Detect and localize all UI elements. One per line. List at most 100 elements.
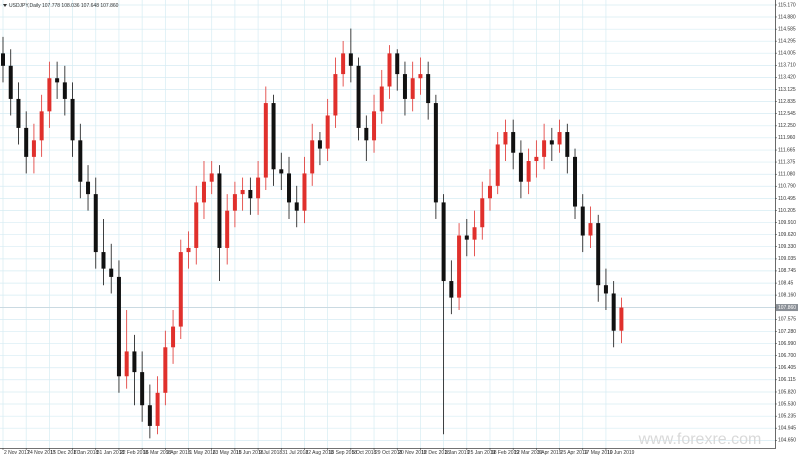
candle-body	[364, 127, 369, 141]
candle-body	[511, 132, 516, 153]
x-tick-label: 31 Jul 2018	[282, 450, 308, 456]
candle-body	[379, 86, 384, 112]
candle-body	[611, 293, 616, 331]
candle-body	[124, 351, 129, 377]
candle-body	[217, 173, 222, 248]
candle-body	[1, 53, 5, 66]
candle-body	[580, 206, 585, 236]
price-tag	[776, 304, 798, 312]
candle-body	[155, 392, 160, 426]
candle-body	[163, 347, 168, 393]
candle-body	[310, 140, 315, 174]
y-tick-label: 108.160	[778, 292, 796, 298]
x-tick-label: 13 Sep 2018	[329, 450, 358, 456]
candle-body	[372, 111, 377, 141]
candle-body	[356, 65, 361, 128]
x-tick-label: 18 Feb 2019	[491, 450, 519, 456]
x-tick-label: 9 Apr 2018	[166, 450, 190, 456]
y-tick-label: 112.250	[778, 123, 796, 129]
x-tick-label: 5 Oct 2018	[352, 450, 377, 456]
candle-body	[263, 103, 268, 178]
candle-body	[542, 140, 547, 157]
candle-body	[596, 223, 601, 286]
candle-body	[495, 144, 500, 186]
candle-body	[565, 132, 570, 157]
x-axis-strip	[0, 448, 776, 457]
x-tick-label: 3 Jan 2019	[445, 450, 470, 456]
x-tick-label: 12 Dec 2018	[421, 450, 450, 456]
candle-body	[348, 53, 353, 66]
x-tick-label: 24 Nov 2017	[27, 450, 56, 456]
candle-body	[70, 98, 75, 141]
x-tick-label: 17 May 2019	[584, 450, 613, 456]
x-tick-label: 10 Jun 2019	[607, 450, 635, 456]
candle-body	[271, 103, 276, 170]
y-tick-label: 105.235	[778, 414, 796, 420]
y-tick-label: 109.620	[778, 232, 796, 238]
y-tick-label: 112.545	[778, 111, 796, 117]
y-tick-label: 114.585	[778, 27, 796, 33]
candle-body	[232, 194, 237, 211]
candle-body	[101, 252, 106, 269]
candle-body	[418, 74, 423, 79]
candle-body	[86, 181, 91, 195]
y-tick-label: 113.420	[778, 75, 796, 81]
candle-body	[387, 53, 392, 87]
candle-body	[526, 161, 531, 182]
watermark: www.forexre.com	[638, 431, 762, 448]
candle-body	[441, 202, 446, 282]
candle-body	[472, 227, 477, 240]
x-tick-label: 23 May 2018	[213, 450, 242, 456]
x-tick-label: 15 Jun 2018	[236, 450, 264, 456]
y-tick-label: 108.45	[778, 280, 794, 286]
x-tick-label: 29 Oct 2018	[375, 450, 402, 456]
y-tick-label: 107.280	[778, 329, 796, 335]
candle-body	[24, 127, 29, 157]
candle-body	[279, 169, 284, 174]
y-tick-label: 113.125	[778, 87, 796, 93]
price-tag-label: 107.860	[778, 305, 796, 311]
y-tick-label: 113.710	[778, 63, 796, 69]
candle-body	[302, 173, 307, 211]
x-tick-label: 9 Jul 2018	[259, 450, 282, 456]
y-tick-label: 104.650	[778, 438, 796, 444]
y-tick-label: 114.005	[778, 51, 796, 57]
candle-body	[256, 177, 261, 199]
y-tick-label: 107.575	[778, 317, 796, 323]
y-tick-label: 110.205	[778, 208, 796, 214]
y-tick-label: 109.330	[778, 244, 796, 250]
y-tick-label: 112.835	[778, 99, 796, 105]
candle-body	[534, 156, 539, 162]
candle-body	[464, 235, 469, 240]
y-tick-label: 105.530	[778, 401, 796, 407]
candle-body	[487, 185, 492, 199]
y-tick-label: 106.700	[778, 353, 796, 359]
y-tick-label: 109.910	[778, 220, 796, 226]
y-tick-label: 106.115	[778, 377, 796, 383]
y-tick-label: 111.960	[778, 135, 796, 141]
candle-body	[171, 326, 176, 348]
candle-body	[132, 351, 137, 373]
x-tick-label: 22 Aug 2018	[305, 450, 333, 456]
candle-body	[39, 111, 44, 141]
candle-body	[426, 74, 431, 104]
candle-body	[588, 223, 593, 236]
candle-body	[209, 173, 214, 182]
candle-body	[16, 98, 21, 128]
x-tick-label: 25 Jan 2019	[468, 450, 496, 456]
x-tick-label: 2 Nov 2017	[4, 450, 30, 456]
candle-body	[294, 202, 299, 211]
y-tick-label: 110.495	[778, 196, 796, 202]
candle-body	[410, 78, 415, 99]
y-tick-label: 106.405	[778, 365, 796, 371]
candle-body	[457, 235, 462, 298]
x-tick-label: 12 Mar 2019	[514, 450, 542, 456]
candle-body	[240, 189, 245, 195]
candle-body	[325, 115, 330, 149]
y-tick-label: 105.820	[778, 389, 796, 395]
y-tick-label: 114.880	[778, 14, 796, 20]
chart-title: USDJPY,Daily 107.778 108.036 107.648 107…	[9, 3, 119, 9]
x-tick-label: 22 Feb 2018	[120, 450, 148, 456]
